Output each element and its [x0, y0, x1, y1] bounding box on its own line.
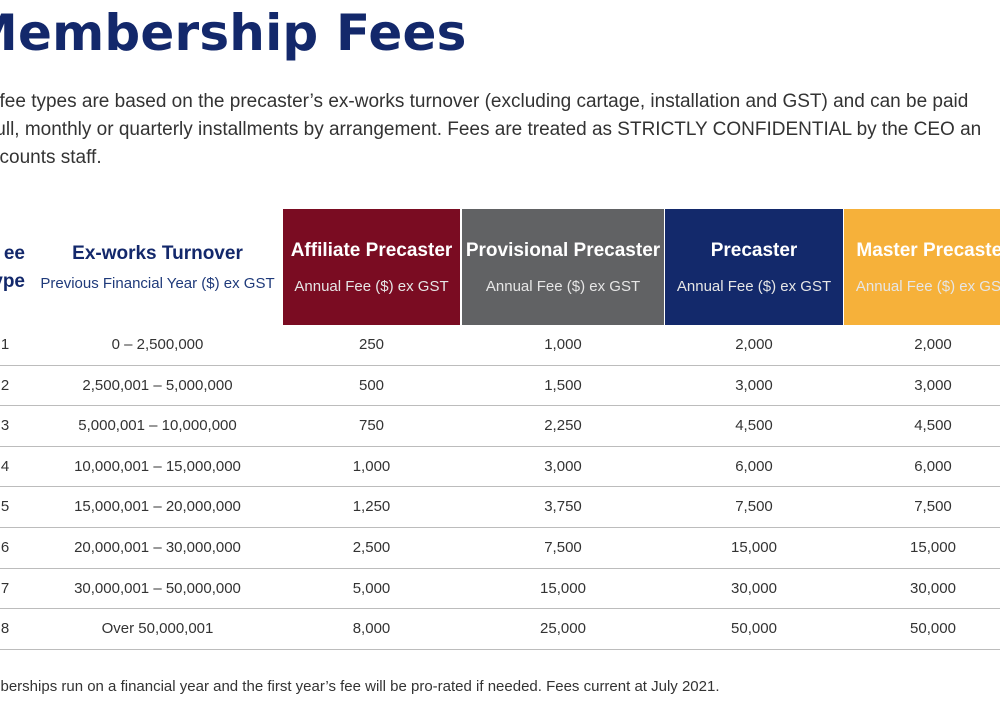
cell-provisional: 3,750	[544, 498, 582, 516]
cell-master: 15,000	[910, 538, 956, 556]
cell-provisional: 1,500	[544, 376, 582, 394]
table-row: 3 5,000,001 – 10,000,000 750 2,250 4,500 4,50…	[0, 406, 1000, 447]
cell-master: 30,000	[910, 579, 956, 597]
cell-master: 50,000	[910, 620, 956, 638]
cell-precaster: 3,000	[735, 376, 773, 394]
intro-line: full, monthly or quarterly installments …	[0, 119, 982, 140]
cell-precaster: 2,000	[735, 336, 773, 353]
cell-precaster: 50,000	[731, 620, 777, 638]
turnover-header: Ex-works Turnover Previous Financial Yea…	[40, 242, 275, 292]
table-row: 4 10,000,001 – 15,000,000 1,000 3,000 6,000 6…	[0, 447, 1000, 488]
cell-affiliate: 2,500	[352, 538, 391, 556]
cell-turnover: 10,000,001 – 15,000,000	[74, 457, 241, 475]
intro-line: ccounts staff.	[0, 147, 102, 168]
cell-type: 4	[0, 457, 10, 475]
intro-paragraph: l fee types are based on the precaster’s…	[0, 88, 1000, 172]
cell-type: 8	[0, 620, 10, 638]
cell-affiliate: 750	[358, 417, 385, 435]
fee-type-header: ee ype	[0, 243, 25, 292]
cell-type: 7	[0, 579, 10, 597]
cell-affiliate: 8,000	[352, 620, 391, 638]
cell-turnover: Over 50,000,001	[101, 620, 214, 638]
cell-provisional: 25,000	[540, 620, 586, 638]
cell-provisional: 1,000	[544, 336, 582, 353]
fees-table-body: 1 0 – 2,500,000 250 1,000 2,000 2,000 2 2,500,0…	[0, 325, 1000, 650]
cell-master: 2,000	[914, 336, 952, 353]
cell-provisional: 15,000	[540, 579, 586, 597]
cell-type: 6	[0, 538, 10, 556]
cell-affiliate: 250	[358, 336, 385, 353]
master-precaster-header: Master Precaster Annual Fee ($) ex GST	[844, 209, 1000, 325]
table-row: 6 20,000,001 – 30,000,000 2,500 7,500 15,000…	[0, 528, 1000, 569]
cell-precaster: 30,000	[731, 579, 777, 597]
cell-turnover: 2,500,001 – 5,000,000	[82, 376, 233, 394]
cell-precaster: 7,500	[735, 498, 773, 516]
table-row: 7 30,000,001 – 50,000,000 5,000 15,000 30,00…	[0, 569, 1000, 610]
table-row: 5 15,000,001 – 20,000,000 1,250 3,750 7,500 7…	[0, 487, 1000, 528]
cell-turnover: 0 – 2,500,000	[111, 336, 204, 353]
cell-turnover: 5,000,001 – 10,000,000	[78, 417, 237, 435]
intro-line: l fee types are based on the precaster’s…	[0, 91, 969, 112]
cell-turnover: 15,000,001 – 20,000,000	[74, 498, 241, 516]
cell-master: 6,000	[914, 457, 952, 475]
cell-turnover: 20,000,001 – 30,000,000	[74, 538, 241, 556]
table-row: 8 Over 50,000,001 8,000 25,000 50,000 50,000	[0, 609, 1000, 650]
cell-type: 3	[0, 417, 10, 435]
cell-master: 7,500	[914, 498, 952, 516]
provisional-header: Provisional Precaster Annual Fee ($) ex …	[462, 209, 664, 325]
affiliate-header: Affiliate Precaster Annual Fee ($) ex GS…	[283, 209, 460, 325]
cell-affiliate: 500	[358, 376, 385, 394]
cell-provisional: 2,250	[544, 417, 582, 435]
cell-type: 2	[0, 376, 10, 394]
cell-master: 3,000	[914, 376, 952, 394]
cell-master: 4,500	[914, 417, 952, 435]
precaster-header: Precaster Annual Fee ($) ex GST	[665, 209, 843, 325]
cell-affiliate: 1,000	[352, 457, 391, 475]
table-row: 2 2,500,001 – 5,000,000 500 1,500 3,000 3,000	[0, 366, 1000, 407]
cell-provisional: 7,500	[544, 538, 582, 556]
cell-type: 1	[0, 336, 10, 353]
cell-provisional: 3,000	[544, 457, 582, 475]
footnote: mberships run on a financial year and th…	[0, 678, 720, 695]
cell-precaster: 15,000	[731, 538, 777, 556]
cell-precaster: 6,000	[735, 457, 773, 475]
page-title: Membership Fees	[0, 4, 467, 62]
table-row: 1 0 – 2,500,000 250 1,000 2,000 2,000	[0, 325, 1000, 366]
cell-affiliate: 5,000	[352, 579, 391, 597]
cell-turnover: 30,000,001 – 50,000,000	[74, 579, 241, 597]
cell-type: 5	[0, 498, 10, 516]
cell-affiliate: 1,250	[352, 498, 391, 516]
cell-precaster: 4,500	[735, 417, 773, 435]
